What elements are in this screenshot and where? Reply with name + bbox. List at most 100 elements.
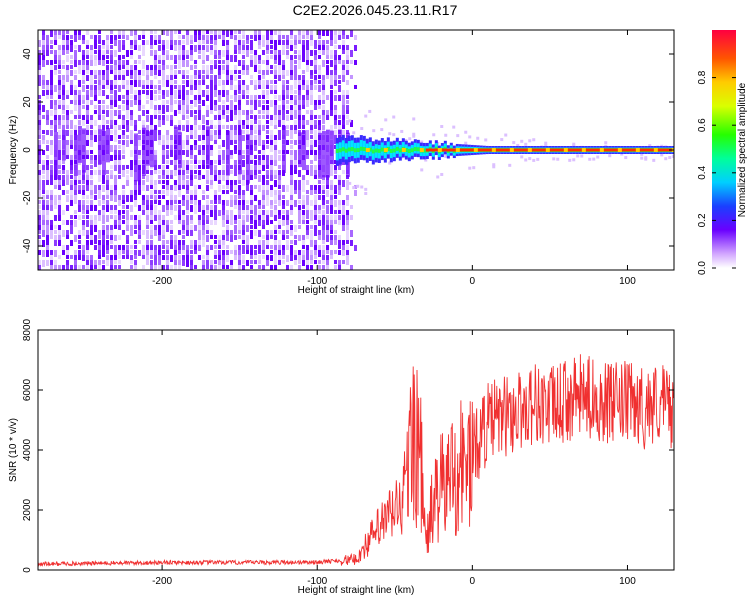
- spectrogram-cell: [274, 250, 277, 255]
- spectrogram-cell: [170, 205, 173, 211]
- spectrogram-cell: [62, 210, 65, 215]
- spectrogram-cell: [150, 35, 153, 41]
- spectrogram-cell: [274, 225, 277, 230]
- spectrogram-cell: [170, 70, 173, 75]
- spectrogram-cell: [194, 140, 197, 146]
- spectrogram-cell: [318, 80, 321, 84]
- spectrogram-cell: [50, 45, 53, 49]
- spectrogram-cell: [146, 195, 149, 202]
- spectrogram-cell: [66, 170, 69, 175]
- spectrogram-cell: [278, 110, 281, 115]
- spectrogram-cell: [174, 235, 177, 241]
- spectrogram-cell: [42, 190, 45, 194]
- spectrogram-cell: [138, 115, 141, 121]
- spectrogram-cell: [318, 220, 321, 226]
- spectrogram-cell: [254, 255, 257, 259]
- spectrogram-cell: [102, 235, 105, 241]
- spectrogram-cell: [154, 230, 157, 236]
- spectrogram-cell: [174, 80, 177, 84]
- spectrogram-cell: [122, 140, 125, 146]
- spectrogram-cell: [158, 225, 161, 231]
- spectrogram-cell: [392, 148, 396, 153]
- spectrogram-cell: [46, 165, 49, 171]
- spectrogram-cell: [70, 165, 73, 170]
- spectrogram-cell: [174, 185, 177, 191]
- spectrogram-cell: [50, 140, 53, 146]
- spectrogram-cell: [314, 195, 317, 202]
- spectrogram-cell: [672, 154, 674, 158]
- spectrogram-cell: [42, 90, 45, 96]
- spectrogram-cell: [330, 165, 333, 170]
- spectrogram-cell: [222, 30, 225, 36]
- spectrogram-cell: [472, 166, 476, 170]
- spectrogram-cell: [218, 265, 221, 270]
- spectrogram-cell: [218, 55, 221, 59]
- spectrogram-cell: [302, 180, 305, 187]
- spectrogram-cell: [182, 55, 185, 60]
- spectrogram-cell: [102, 80, 105, 86]
- spectrogram-cell: [78, 35, 81, 40]
- spectrogram-cell: [110, 240, 113, 244]
- spectrogram-cell: [178, 100, 181, 105]
- spectrogram-cell: [174, 65, 177, 69]
- spectrogram-cell: [536, 157, 540, 161]
- spectrogram-cell: [270, 90, 273, 94]
- spectrogram-cell: [130, 70, 133, 76]
- spectrogram-cell: [90, 200, 93, 205]
- spectrogram-cell: [50, 120, 53, 127]
- spectrogram-cell: [242, 45, 245, 51]
- spectrogram-cell: [106, 85, 109, 89]
- spectrogram-cell: [314, 245, 317, 250]
- spectrogram-cell: [330, 200, 333, 205]
- spectrogram-cell: [50, 60, 53, 67]
- spectrogram-cell: [270, 165, 273, 170]
- spectrogram-cell: [238, 220, 241, 226]
- spectrogram-cell: [158, 200, 161, 205]
- spectrogram-cell: [178, 45, 181, 52]
- spectrogram-cell: [74, 130, 77, 137]
- spectrogram-cell: [182, 170, 185, 177]
- spectrogram-cell: [254, 160, 257, 166]
- spectrogram-cell: [142, 245, 145, 251]
- spectrogram-cell: [298, 105, 301, 110]
- spectrogram-cell: [342, 100, 345, 107]
- spectrogram-cell: [86, 180, 89, 187]
- spectrogram-cell: [250, 95, 253, 101]
- spectrogram-cell: [274, 100, 277, 106]
- spectrogram-cell: [46, 195, 49, 199]
- spectrogram-cell: [138, 165, 141, 171]
- spectrogram-cell: [254, 170, 257, 176]
- spectrogram-cell: [302, 235, 305, 242]
- spectrogram-cell: [326, 210, 329, 214]
- spectrogram-cell: [58, 60, 61, 66]
- spectrogram-cell: [102, 175, 105, 181]
- spectrogram-cell: [150, 90, 153, 96]
- spectrogram-cell: [178, 220, 181, 224]
- spectrogram-cell: [274, 65, 277, 71]
- spectrogram-cell: [342, 30, 345, 35]
- spectrogram-cell: [314, 255, 317, 259]
- spectrogram-cell: [186, 55, 189, 59]
- spectrogram-cell: [94, 45, 97, 49]
- spectrogram-cell: [78, 65, 81, 71]
- spectrogram-cell: [290, 85, 293, 92]
- spectrogram-cell: [170, 240, 173, 247]
- spectrogram-y-tick-label: 40: [22, 48, 33, 60]
- spectrogram-cell: [82, 100, 85, 104]
- spectrogram-cell: [66, 35, 69, 41]
- spectrogram-cell: [294, 55, 297, 59]
- spectrogram-cell: [210, 220, 213, 225]
- spectrogram-cell: [46, 115, 49, 122]
- spectrogram-cell: [214, 200, 217, 204]
- spectrogram-cell: [198, 175, 201, 180]
- spectrogram-cell: [516, 143, 520, 147]
- spectrogram-cell: [102, 220, 105, 224]
- spectrogram-cell: [314, 40, 317, 45]
- spectrogram-cell: [290, 205, 293, 212]
- spectrogram-cell: [66, 95, 69, 99]
- spectrogram-cell: [202, 65, 205, 70]
- spectrogram-cell: [58, 165, 61, 169]
- spectrogram-cell: [70, 175, 73, 179]
- spectrogram-cell: [38, 230, 41, 234]
- spectrogram-cell: [38, 165, 41, 171]
